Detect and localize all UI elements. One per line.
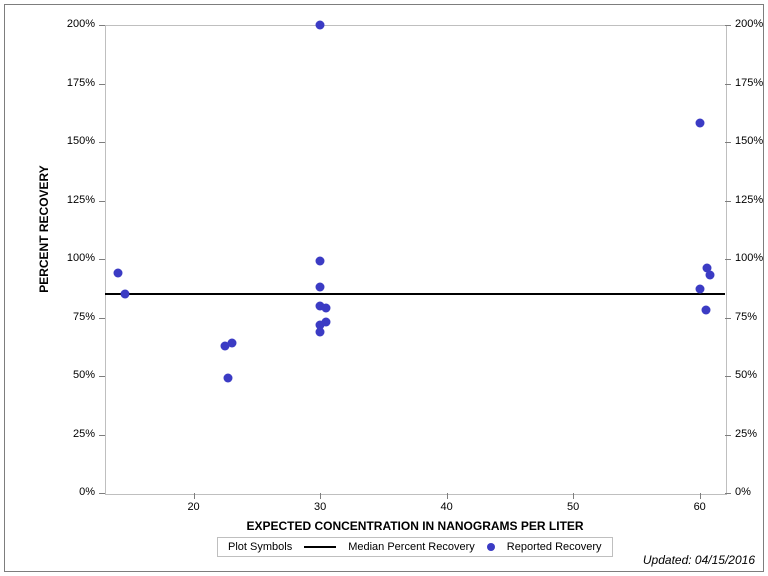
data-point — [223, 374, 232, 383]
legend-line-sample — [304, 546, 336, 548]
x-tick-label: 50 — [563, 501, 583, 513]
y-tick-right — [725, 259, 731, 260]
x-axis-title: EXPECTED CONCENTRATION IN NANOGRAMS PER … — [105, 519, 725, 533]
data-point — [316, 257, 325, 266]
y-tick-label-left: 0% — [79, 486, 95, 498]
y-tick-label-left: 75% — [73, 311, 95, 323]
y-tick-label-left: 50% — [73, 369, 95, 381]
legend: Plot Symbols Median Percent Recovery Repo… — [217, 537, 613, 557]
legend-item-label: Reported Recovery — [507, 541, 602, 553]
median-line — [105, 293, 725, 295]
y-tick-label-right: 200% — [735, 18, 763, 30]
updated-label: Updated: 04/15/2016 — [643, 553, 755, 567]
y-tick-left — [99, 435, 105, 436]
y-tick-label-left: 150% — [67, 135, 95, 147]
data-point — [113, 269, 122, 278]
legend-dot-sample — [487, 543, 495, 551]
y-tick-label-left: 200% — [67, 18, 95, 30]
data-point — [695, 285, 704, 294]
data-point — [316, 21, 325, 30]
data-point — [702, 306, 711, 315]
y-tick-right — [725, 435, 731, 436]
x-tick — [447, 493, 448, 499]
y-tick-label-right: 150% — [735, 135, 763, 147]
y-tick-label-left: 125% — [67, 194, 95, 206]
x-tick-label: 20 — [184, 501, 204, 513]
data-point — [322, 318, 331, 327]
y-tick-label-right: 50% — [735, 369, 757, 381]
y-tick-left — [99, 201, 105, 202]
y-tick-left — [99, 25, 105, 26]
legend-item-label: Median Percent Recovery — [348, 541, 475, 553]
y-tick-label-left: 100% — [67, 252, 95, 264]
y-tick-label-right: 175% — [735, 77, 763, 89]
data-point — [227, 339, 236, 348]
y-tick-left — [99, 376, 105, 377]
y-tick-right — [725, 493, 731, 494]
y-tick-right — [725, 142, 731, 143]
y-tick-label-right: 25% — [735, 428, 757, 440]
x-tick — [700, 493, 701, 499]
y-tick-left — [99, 259, 105, 260]
y-tick-right — [725, 201, 731, 202]
data-point — [121, 290, 130, 299]
data-point — [695, 119, 704, 128]
y-tick-right — [725, 376, 731, 377]
y-axis-title: PERCENT RECOVERY — [37, 129, 51, 329]
x-tick — [320, 493, 321, 499]
data-point — [316, 327, 325, 336]
x-tick — [573, 493, 574, 499]
data-point — [316, 283, 325, 292]
data-point — [322, 304, 331, 313]
x-tick-label: 60 — [690, 501, 710, 513]
y-tick-label-left: 175% — [67, 77, 95, 89]
x-tick — [194, 493, 195, 499]
legend-title: Plot Symbols — [228, 541, 292, 553]
y-tick-label-right: 100% — [735, 252, 763, 264]
y-tick-label-right: 75% — [735, 311, 757, 323]
y-tick-label-right: 125% — [735, 194, 763, 206]
data-point — [705, 271, 714, 280]
y-tick-left — [99, 493, 105, 494]
y-tick-label-left: 25% — [73, 428, 95, 440]
y-tick-label-right: 0% — [735, 486, 751, 498]
x-tick-label: 30 — [310, 501, 330, 513]
plot-area — [105, 25, 727, 495]
chart-frame: PERCENT RECOVERY EXPECTED CONCENTRATION … — [4, 4, 764, 572]
x-tick-label: 40 — [437, 501, 457, 513]
y-tick-left — [99, 318, 105, 319]
y-tick-left — [99, 84, 105, 85]
y-tick-left — [99, 142, 105, 143]
y-tick-right — [725, 84, 731, 85]
y-tick-right — [725, 25, 731, 26]
y-tick-right — [725, 318, 731, 319]
